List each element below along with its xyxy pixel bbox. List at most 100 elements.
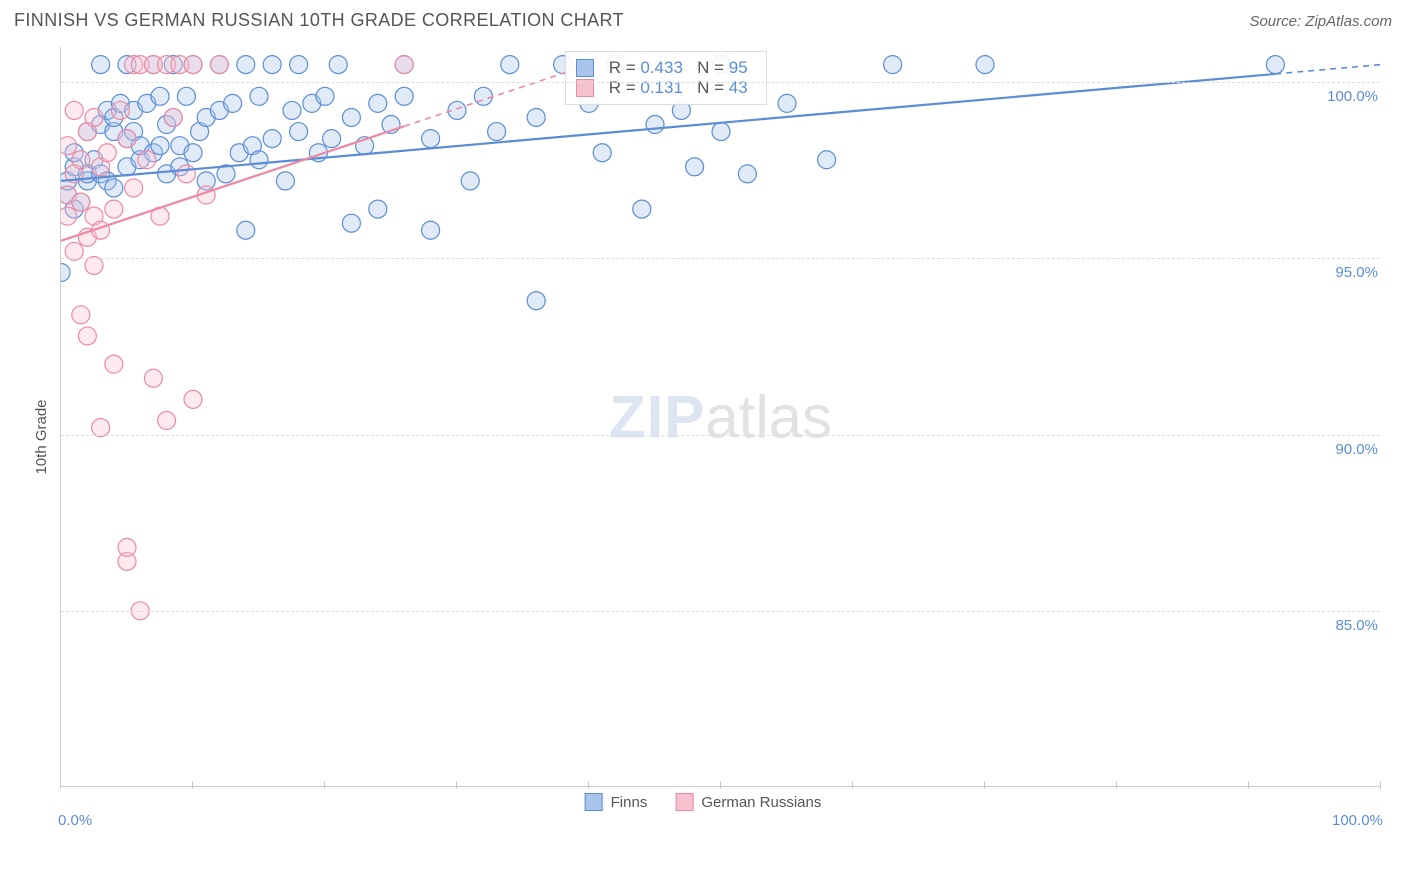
- scatter-point: [527, 292, 545, 310]
- legend-label: Finns: [611, 794, 648, 811]
- gridline-h: [61, 82, 1380, 83]
- legend-swatch: [675, 793, 693, 811]
- y-axis-label: 10th Grade: [33, 399, 50, 474]
- scatter-point: [593, 144, 611, 162]
- scatter-point: [501, 56, 519, 74]
- scatter-point: [884, 56, 902, 74]
- scatter-point: [290, 123, 308, 141]
- scatter-point: [105, 179, 123, 197]
- scatter-point: [461, 172, 479, 190]
- scatter-point: [778, 94, 796, 112]
- x-tick: [60, 781, 61, 789]
- x-tick: [192, 781, 193, 789]
- stats-text: R = 0.131 N = 43: [604, 78, 748, 98]
- x-tick: [1248, 781, 1249, 789]
- scatter-point: [144, 369, 162, 387]
- scatter-point: [488, 123, 506, 141]
- stats-row: R = 0.433 N = 95: [576, 58, 748, 78]
- scatter-point: [61, 264, 70, 282]
- scatter-point: [323, 130, 341, 148]
- scatter-point: [395, 87, 413, 105]
- legend-item: Finns: [585, 793, 648, 811]
- x-tick: [324, 781, 325, 789]
- scatter-point: [138, 151, 156, 169]
- scatter-svg: [61, 47, 1381, 787]
- gridline-h: [61, 258, 1380, 259]
- scatter-point: [85, 108, 103, 126]
- scatter-point: [151, 87, 169, 105]
- scatter-point: [151, 137, 169, 155]
- plot-area: ZIPatlas R = 0.433 N = 95 R = 0.131 N = …: [60, 47, 1380, 787]
- x-tick-label: 0.0%: [58, 812, 92, 829]
- scatter-point: [105, 200, 123, 218]
- legend-swatch: [576, 59, 594, 77]
- scatter-point: [633, 200, 651, 218]
- scatter-point: [105, 355, 123, 373]
- scatter-point: [316, 87, 334, 105]
- scatter-point: [72, 306, 90, 324]
- scatter-point: [395, 56, 413, 74]
- scatter-point: [342, 108, 360, 126]
- legend-item: German Russians: [675, 793, 821, 811]
- x-tick: [588, 781, 589, 789]
- scatter-point: [210, 56, 228, 74]
- scatter-point: [164, 108, 182, 126]
- scatter-point: [118, 130, 136, 148]
- scatter-point: [250, 151, 268, 169]
- y-tick-label: 90.0%: [1335, 441, 1378, 458]
- legend-bottom: Finns German Russians: [585, 793, 822, 811]
- scatter-point: [177, 87, 195, 105]
- chart-title: FINNISH VS GERMAN RUSSIAN 10TH GRADE COR…: [14, 10, 624, 31]
- x-tick: [720, 781, 721, 789]
- chart-source: Source: ZipAtlas.com: [1249, 13, 1392, 30]
- scatter-point: [276, 172, 294, 190]
- gridline-h: [61, 611, 1380, 612]
- scatter-point: [738, 165, 756, 183]
- scatter-point: [646, 116, 664, 134]
- stats-text: R = 0.433 N = 95: [604, 58, 748, 78]
- scatter-point: [263, 56, 281, 74]
- legend-label: German Russians: [701, 794, 821, 811]
- scatter-point: [342, 214, 360, 232]
- x-tick: [1380, 781, 1381, 789]
- y-tick-label: 100.0%: [1327, 88, 1378, 105]
- scatter-point: [125, 179, 143, 197]
- scatter-point: [92, 56, 110, 74]
- scatter-point: [369, 200, 387, 218]
- x-tick: [984, 781, 985, 789]
- scatter-point: [686, 158, 704, 176]
- scatter-point: [61, 207, 77, 225]
- scatter-point: [118, 538, 136, 556]
- scatter-point: [712, 123, 730, 141]
- scatter-point: [61, 137, 77, 155]
- scatter-point: [422, 221, 440, 239]
- chart-header: FINNISH VS GERMAN RUSSIAN 10TH GRADE COR…: [0, 0, 1406, 37]
- plot-wrap: 10th Grade ZIPatlas R = 0.433 N = 95 R =…: [0, 37, 1406, 837]
- scatter-point: [184, 390, 202, 408]
- stats-legend-box: R = 0.433 N = 95 R = 0.131 N = 43: [565, 51, 767, 105]
- scatter-point: [111, 101, 129, 119]
- gridline-h: [61, 435, 1380, 436]
- x-tick: [1116, 781, 1117, 789]
- scatter-point: [263, 130, 281, 148]
- x-tick: [456, 781, 457, 789]
- scatter-point: [72, 151, 90, 169]
- scatter-point: [1266, 56, 1284, 74]
- legend-swatch: [585, 793, 603, 811]
- scatter-point: [98, 144, 116, 162]
- scatter-point: [474, 87, 492, 105]
- stats-row: R = 0.131 N = 43: [576, 78, 748, 98]
- y-tick-label: 95.0%: [1335, 264, 1378, 281]
- x-tick-label: 100.0%: [1332, 812, 1383, 829]
- scatter-point: [250, 87, 268, 105]
- scatter-point: [329, 56, 347, 74]
- scatter-point: [78, 327, 96, 345]
- scatter-point: [283, 101, 301, 119]
- y-tick-label: 85.0%: [1335, 617, 1378, 634]
- x-tick: [852, 781, 853, 789]
- scatter-point: [184, 56, 202, 74]
- scatter-point: [237, 221, 255, 239]
- scatter-point: [976, 56, 994, 74]
- scatter-point: [818, 151, 836, 169]
- scatter-point: [224, 94, 242, 112]
